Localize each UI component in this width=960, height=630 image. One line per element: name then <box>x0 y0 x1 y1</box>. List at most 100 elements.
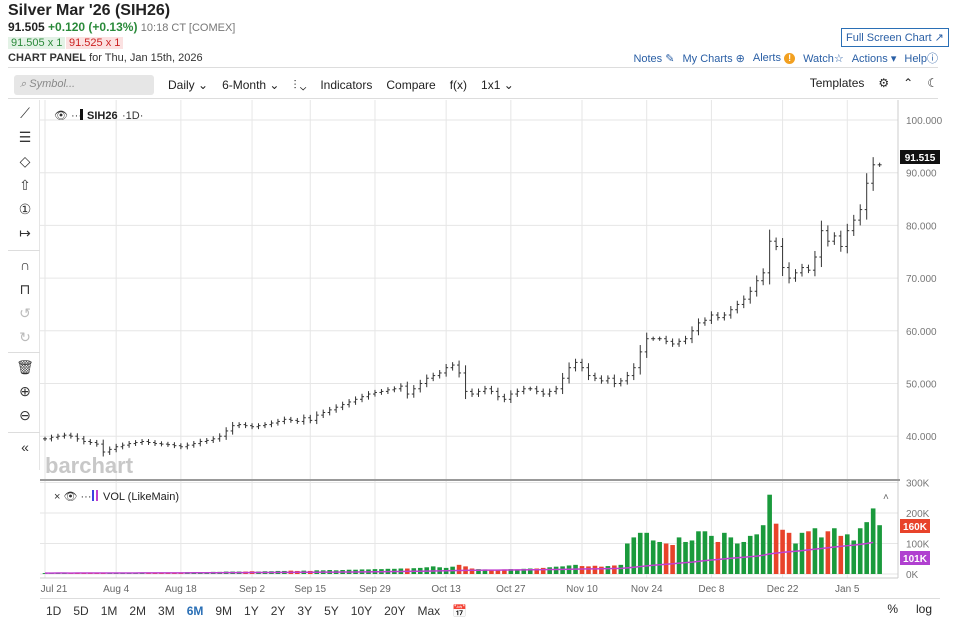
volume-tick-label: 300K <box>906 479 930 490</box>
divider <box>8 250 40 251</box>
series-symbol: SIH26 <box>87 110 118 122</box>
help-label: Help <box>904 53 927 65</box>
date-tick-label: Jan 5 <box>835 584 860 595</box>
price-tick-label: 70.000 <box>906 274 937 285</box>
series-interval: ·1D· <box>122 110 143 122</box>
volume-bar <box>819 537 824 574</box>
undo-icon[interactable]: ↺ <box>19 305 31 321</box>
range-5y[interactable]: 5Y <box>324 603 339 618</box>
range-2m[interactable]: 2M <box>129 603 147 618</box>
indicators-button[interactable]: Indicators <box>320 78 373 92</box>
range-1y[interactable]: 1Y <box>244 603 259 618</box>
dark-mode-moon-icon[interactable]: ☾ <box>927 76 938 90</box>
chart-type-dropdown[interactable]: ⫶ ⌄ <box>293 77 307 92</box>
range-20y[interactable]: 20Y <box>384 603 406 618</box>
volume-bar <box>540 567 546 574</box>
volume-bar <box>586 566 591 574</box>
volume-bar <box>760 525 766 574</box>
range-6m[interactable]: 6M <box>186 603 204 618</box>
trendline-tool-icon[interactable]: ⟋ <box>20 105 30 121</box>
fibonacci-tool-icon[interactable]: ☰ <box>18 129 32 145</box>
volume-bar <box>644 532 650 574</box>
magnet-icon[interactable]: ∩ <box>19 257 31 273</box>
search-icon: ⌕ <box>20 78 27 90</box>
range-selector: 1D 5D 1M 2M 3M 6M 9M 1Y 2Y 3Y 5Y 10Y 20Y Max 📅 <box>40 598 940 622</box>
volume-bar <box>864 522 869 574</box>
actions-menu[interactable]: Actions ▾ <box>852 52 897 65</box>
symbol-placeholder: Symbol... <box>29 78 76 90</box>
instrument-title: Silver Mar '26 (SIH26) <box>8 2 171 19</box>
range-10y[interactable]: 10Y <box>350 603 373 618</box>
percent-scale-button[interactable]: % <box>887 602 898 616</box>
range-3m[interactable]: 3M <box>158 603 175 618</box>
eye-icon[interactable]: 👁 ··· <box>54 110 82 122</box>
volume-bar <box>722 532 727 574</box>
price-tick-label: 90.000 <box>906 169 937 180</box>
unlock-icon[interactable]: ⊓ <box>19 281 31 297</box>
range-1d[interactable]: 1D <box>46 603 62 618</box>
symbol-input[interactable]: ⌕ Symbol... <box>14 75 154 95</box>
date-tick-label: Aug 4 <box>103 584 130 595</box>
fx-button[interactable]: f(x) <box>449 78 468 92</box>
compare-button[interactable]: Compare <box>386 78 436 92</box>
volume-tick-label: 100K <box>906 540 930 551</box>
price-tick-label: 100.000 <box>906 116 943 127</box>
volume-bar <box>709 535 714 574</box>
redo-icon[interactable]: ↻ <box>19 329 31 345</box>
annotation-tool-icon[interactable]: ① <box>18 201 32 217</box>
volume-bar <box>456 564 462 574</box>
zoom-in-icon[interactable]: ⊕ <box>19 383 31 399</box>
range-3y[interactable]: 3Y <box>297 603 313 618</box>
range-2y[interactable]: 2Y <box>270 603 286 618</box>
toolbar-right: Templates ⚙ ⌃ ☾ <box>810 76 938 90</box>
collapse-up-icon[interactable]: ⌃ <box>903 76 914 90</box>
arrow-tool-icon[interactable]: ⇧ <box>19 177 31 193</box>
price-tick-label: 40.000 <box>906 432 937 443</box>
range-5d[interactable]: 5D <box>73 603 89 618</box>
bar-chart-icon: ⫶ <box>293 77 297 92</box>
shapes-tool-icon[interactable]: ◇ <box>19 153 31 169</box>
volume-bar <box>832 528 837 574</box>
volume-bar <box>683 541 688 574</box>
divider <box>8 67 938 68</box>
volume-bar <box>534 568 540 574</box>
range-dropdown[interactable]: 6-Month ⌄ <box>222 78 280 92</box>
range-label: 6-Month <box>222 78 267 92</box>
volume-bar <box>631 537 637 574</box>
plus-circle-icon: ⊕ <box>735 52 745 65</box>
range-9m[interactable]: 9M <box>215 603 233 618</box>
range-1m[interactable]: 1M <box>100 603 118 618</box>
measure-tool-icon[interactable]: ↦ <box>19 225 31 241</box>
date-tick-label: Oct 27 <box>496 584 526 595</box>
layout-dropdown[interactable]: 1x1 ⌄ <box>481 78 514 92</box>
interval-dropdown[interactable]: Daily ⌄ <box>168 78 209 92</box>
log-scale-button[interactable]: log <box>915 602 932 616</box>
close-pane-icon[interactable]: × 👁 ··· <box>54 491 92 503</box>
volume-bar <box>625 543 630 574</box>
price-chart[interactable]: 100.000 90.000 80.000 70.000 60.000 50.000 40.… <box>40 100 960 598</box>
volume-bar <box>521 568 527 574</box>
collapse-toolbar-icon[interactable]: « <box>21 439 29 455</box>
panel-title: CHART PANEL <box>8 52 87 64</box>
volume-bar <box>618 564 624 574</box>
settings-gear-icon[interactable]: ⚙ <box>878 76 890 90</box>
volume-bar <box>806 531 811 574</box>
price-tick-label: 50.000 <box>906 380 937 391</box>
trash-icon[interactable]: 🗑 <box>16 359 34 375</box>
collapse-pane-icon[interactable]: ˄ <box>883 492 889 503</box>
templates-button[interactable]: Templates <box>809 76 865 90</box>
zoom-out-icon[interactable]: ⊖ <box>19 407 31 423</box>
watch-link[interactable]: Watch☆ <box>803 52 844 65</box>
my-charts-link[interactable]: My Charts ⊕ <box>682 52 744 65</box>
volume-bar <box>786 532 792 574</box>
range-max[interactable]: Max <box>417 603 441 618</box>
help-link[interactable]: Helpⓘ <box>904 50 938 66</box>
notes-link[interactable]: Notes ✎ <box>633 52 674 65</box>
full-screen-chart-button[interactable]: Full Screen Chart ↗ <box>841 28 949 47</box>
volume-bar <box>476 569 481 574</box>
date-tick-label: Sep 15 <box>294 584 326 595</box>
volume-bar <box>734 543 740 574</box>
volume-legend-label: VOL (LikeMain) <box>103 491 179 503</box>
alerts-link[interactable]: Alerts ! <box>753 52 796 64</box>
calendar-icon[interactable]: 📅 <box>452 603 468 618</box>
